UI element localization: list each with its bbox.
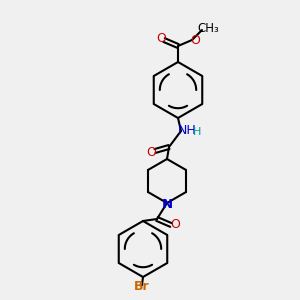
Text: CH₃: CH₃ [197,22,219,35]
Text: O: O [156,32,166,46]
Text: O: O [146,146,156,158]
Text: NH: NH [178,124,196,136]
Text: O: O [190,34,200,46]
Text: Br: Br [134,280,150,293]
Text: H: H [193,127,201,137]
Text: N: N [161,197,172,211]
Text: O: O [170,218,180,232]
